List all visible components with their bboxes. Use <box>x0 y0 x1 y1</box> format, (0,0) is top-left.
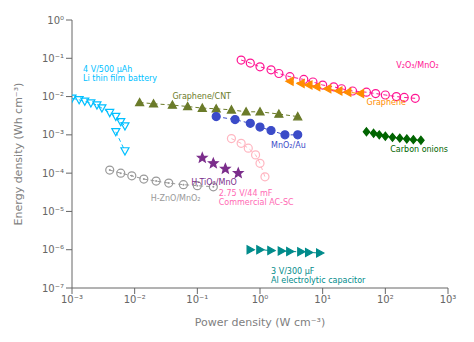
svg-text:10⁻¹: 10⁻¹ <box>186 294 208 305</box>
svg-text:10⁻⁵: 10⁻⁵ <box>42 206 64 217</box>
svg-text:10⁻¹: 10⁻¹ <box>42 53 64 64</box>
svg-text:10¹: 10¹ <box>314 294 331 305</box>
svg-text:H-ZnO/MnO₂: H-ZnO/MnO₂ <box>151 194 201 203</box>
svg-text:Graphene/CNT: Graphene/CNT <box>172 92 231 101</box>
svg-text:10⁰: 10⁰ <box>252 294 269 305</box>
svg-text:V₂O₃/MnO₂: V₂O₃/MnO₂ <box>396 61 438 70</box>
svg-text:3 V/300 μFAl electrolytic capa: 3 V/300 μFAl electrolytic capacitor <box>271 267 366 285</box>
svg-text:2.75 V/44 mFCommercial AC-SC: 2.75 V/44 mFCommercial AC-SC <box>219 189 294 207</box>
svg-text:Energy density (Wh cm⁻³): Energy density (Wh cm⁻³) <box>12 83 25 226</box>
svg-text:10⁻⁷: 10⁻⁷ <box>42 283 64 294</box>
svg-text:10³: 10³ <box>440 294 457 305</box>
svg-text:H-TiO₂/MnO: H-TiO₂/MnO <box>191 178 237 187</box>
svg-text:10⁻³: 10⁻³ <box>61 294 83 305</box>
svg-text:4 V/500 μAhLi thin film batter: 4 V/500 μAhLi thin film battery <box>83 65 157 83</box>
svg-text:10⁻²: 10⁻² <box>124 294 146 305</box>
svg-text:10⁻²: 10⁻² <box>42 91 64 102</box>
svg-text:Graphene: Graphene <box>366 98 406 107</box>
svg-text:10⁻⁶: 10⁻⁶ <box>42 244 64 255</box>
svg-text:10²: 10² <box>377 294 394 305</box>
svg-text:Carbon onions: Carbon onions <box>390 145 448 154</box>
svg-text:10⁻³: 10⁻³ <box>42 129 64 140</box>
svg-text:10⁻⁴: 10⁻⁴ <box>42 168 64 179</box>
svg-text:10⁰: 10⁰ <box>47 15 64 26</box>
svg-text:Power density (W cm⁻³): Power density (W cm⁻³) <box>195 316 326 329</box>
svg-text:MnO₂/Au: MnO₂/Au <box>271 141 306 150</box>
